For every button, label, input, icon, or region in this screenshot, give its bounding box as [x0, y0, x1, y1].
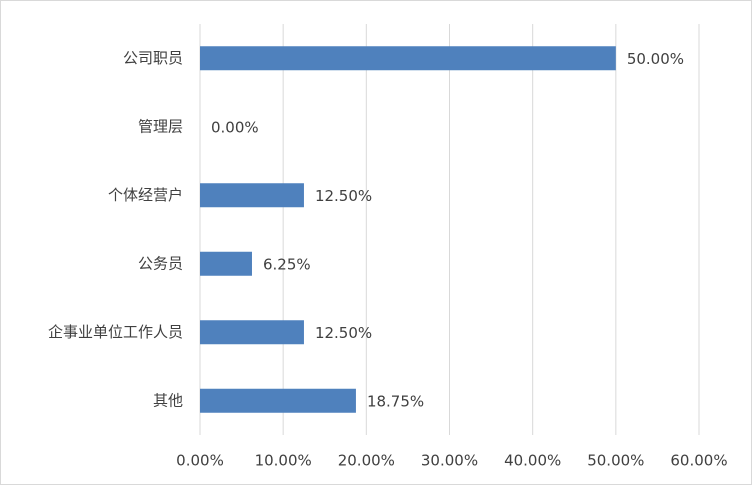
bar: [200, 183, 304, 208]
y-tick-label: 企事业单位工作人员: [48, 323, 183, 341]
y-tick-label: 公务员: [138, 254, 183, 272]
x-tick-label: 0.00%: [176, 452, 224, 470]
y-tick-label: 其他: [153, 391, 183, 409]
x-tick-label: 50.00%: [587, 452, 644, 470]
x-tick-label: 30.00%: [421, 452, 478, 470]
data-label: 6.25%: [263, 255, 311, 273]
x-tick-label: 10.00%: [255, 452, 312, 470]
bar: [200, 251, 252, 276]
y-tick-label: 管理层: [138, 117, 183, 135]
data-label: 50.00%: [627, 50, 684, 68]
bar: [200, 46, 616, 71]
data-label: 12.50%: [315, 324, 372, 342]
y-tick-label: 个体经营户: [108, 186, 183, 204]
x-tick-label: 40.00%: [504, 452, 561, 470]
y-tick-label: 公司职员: [123, 49, 183, 67]
x-tick-label: 60.00%: [670, 452, 727, 470]
data-label: 18.75%: [367, 392, 424, 410]
x-tick-label: 20.00%: [338, 452, 395, 470]
data-label: 12.50%: [315, 187, 372, 205]
data-label: 0.00%: [211, 118, 259, 136]
bar: [200, 388, 356, 413]
bar: [200, 320, 304, 345]
